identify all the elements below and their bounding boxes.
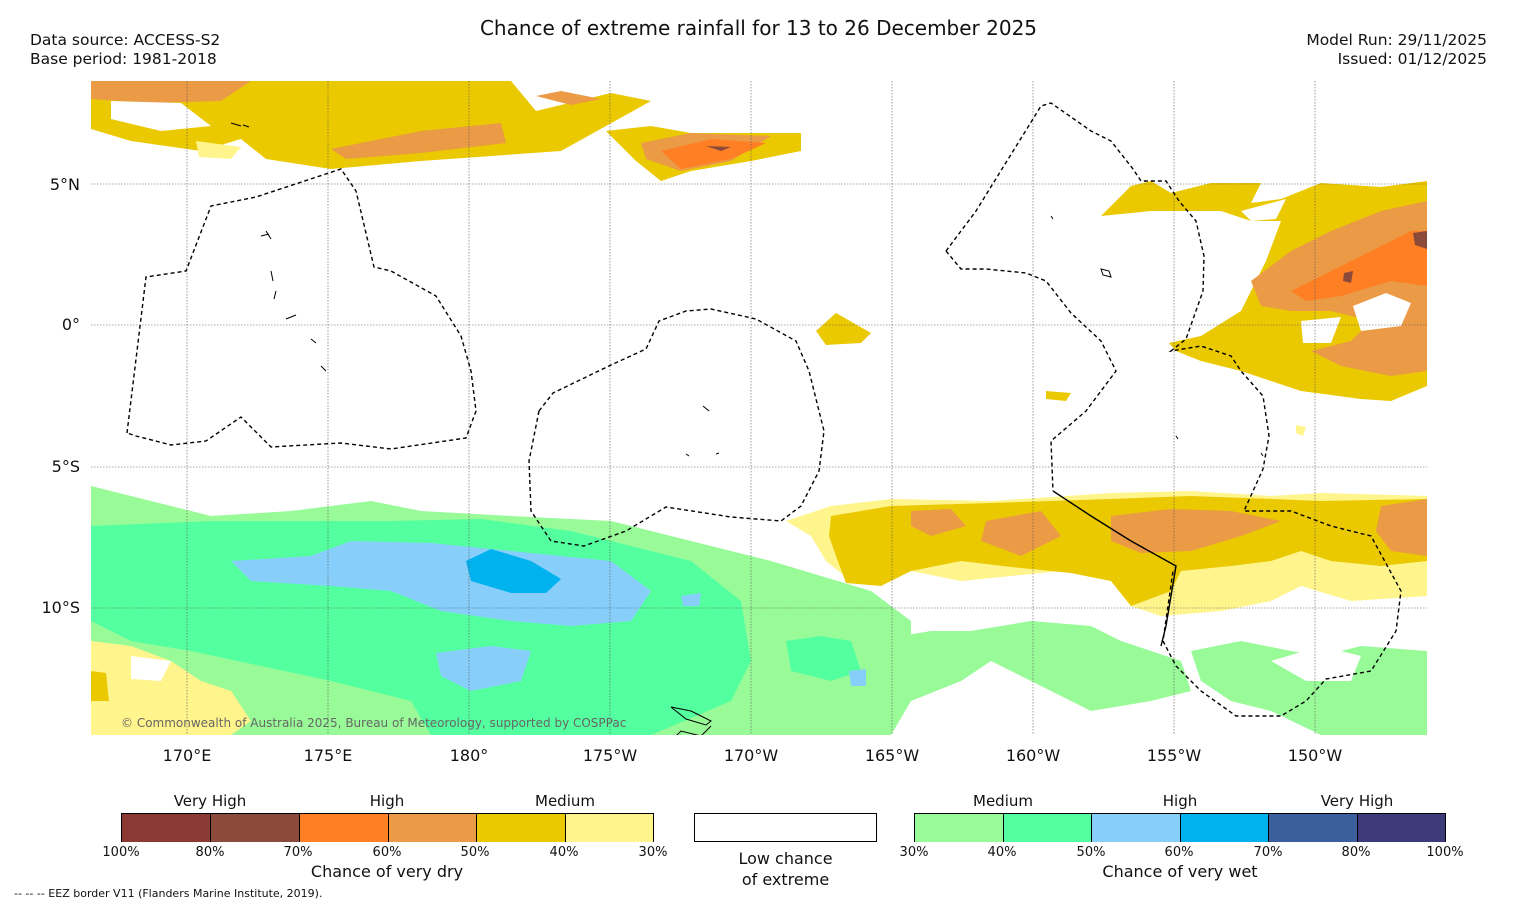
eez-footnote: -- -- -- EEZ border V11 (Flanders Marine… bbox=[14, 887, 323, 900]
lon-label-170e: 170°E bbox=[162, 746, 212, 765]
dry-region-north-west bbox=[91, 81, 651, 169]
legend-wet-bar bbox=[914, 813, 1446, 842]
legend-wet-swatch bbox=[915, 814, 1004, 842]
legend-wet-tick: 70% bbox=[1253, 845, 1283, 860]
legend-dry-tick: 70% bbox=[283, 845, 313, 860]
boundary-solid bbox=[1052, 490, 1177, 647]
legend-wet-swatch bbox=[1269, 814, 1358, 842]
wet-region-south bbox=[91, 486, 1427, 735]
legend-dry-swatch bbox=[477, 814, 566, 842]
lon-label-175w: 175°W bbox=[582, 746, 638, 765]
legend-dry-swatch bbox=[211, 814, 300, 842]
legend-dry-high: High bbox=[369, 792, 405, 810]
data-info: Data source: ACCESS-S2 Base period: 1981… bbox=[30, 31, 220, 69]
legend-dry-swatch bbox=[389, 814, 477, 842]
legend-wet-high: High bbox=[1162, 792, 1198, 810]
legend-wet-medium: Medium bbox=[973, 792, 1033, 810]
legend-dry-tick: 40% bbox=[549, 845, 579, 860]
legend-low-swatch bbox=[694, 813, 877, 842]
dry-region-north-east bbox=[1101, 181, 1427, 401]
legend-dry-caption: Chance of very dry bbox=[310, 862, 464, 881]
eez-borders bbox=[126, 102, 1402, 717]
legend-dry-tick: 100% bbox=[102, 845, 140, 860]
dry-region-equator-small bbox=[816, 313, 1306, 436]
map-title: Chance of extreme rainfall for 13 to 26 … bbox=[479, 16, 1038, 40]
lat-label-0: 0° bbox=[61, 315, 80, 334]
lon-label-165w: 165°W bbox=[864, 746, 920, 765]
legend-wet-tick: 80% bbox=[1341, 845, 1371, 860]
legend-dry-bar bbox=[121, 813, 654, 842]
legend-dry-tick: 30% bbox=[638, 845, 668, 860]
legend-dry-swatch bbox=[300, 814, 389, 842]
legend-dry-swatch bbox=[122, 814, 211, 842]
run-info: Model Run: 29/11/2025 Issued: 01/12/2025 bbox=[1306, 31, 1487, 69]
legend-wet-tick: 60% bbox=[1164, 845, 1194, 860]
legend-wet-tick: 40% bbox=[987, 845, 1017, 860]
dry-region-south bbox=[786, 491, 1427, 616]
lon-label-150w: 150°W bbox=[1287, 746, 1343, 765]
legend-wet-very-high: Very High bbox=[1320, 792, 1394, 810]
legend-wet-caption: Chance of very wet bbox=[1102, 862, 1258, 881]
legend-dry-swatch bbox=[566, 814, 653, 842]
legend-dry-tick: 80% bbox=[195, 845, 225, 860]
lon-label-180: 180° bbox=[449, 746, 489, 765]
lon-label-160w: 160°W bbox=[1005, 746, 1061, 765]
lon-label-155w: 155°W bbox=[1146, 746, 1202, 765]
legend-low-caption: Low chance of extreme bbox=[694, 848, 877, 890]
data-source: Data source: ACCESS-S2 bbox=[30, 31, 221, 49]
legend-wet-swatch bbox=[1004, 814, 1092, 842]
dry-region-north-central bbox=[606, 126, 801, 181]
base-period: Base period: 1981-2018 bbox=[30, 50, 217, 68]
copyright-text: © Commonwealth of Australia 2025, Bureau… bbox=[121, 716, 626, 730]
legend-wet-swatch bbox=[1181, 814, 1269, 842]
legend-dry-very-high: Very High bbox=[173, 792, 247, 810]
legend-dry-tick: 60% bbox=[372, 845, 402, 860]
legend-wet-tick: 30% bbox=[899, 845, 929, 860]
legend-dry-medium: Medium bbox=[535, 792, 595, 810]
legend-wet-swatch bbox=[1358, 814, 1445, 842]
legend-low-line1: Low chance bbox=[738, 849, 833, 868]
legend-dry-tick: 50% bbox=[460, 845, 490, 860]
model-run: Model Run: 29/11/2025 bbox=[1306, 31, 1487, 49]
islands bbox=[230, 122, 1264, 735]
legend-wet-swatch bbox=[1092, 814, 1181, 842]
legend-wet-tick: 100% bbox=[1426, 845, 1464, 860]
lat-label-10s: 10°S bbox=[41, 598, 80, 617]
legend-low-line2: of extreme bbox=[741, 870, 830, 889]
issued-date: Issued: 01/12/2025 bbox=[1337, 50, 1487, 68]
lon-label-170w: 170°W bbox=[723, 746, 779, 765]
lat-label-5s: 5°S bbox=[51, 457, 80, 476]
graticule bbox=[91, 81, 1427, 735]
lat-label-5n: 5°N bbox=[49, 175, 80, 194]
lon-label-175e: 175°E bbox=[303, 746, 353, 765]
legend-wet-tick: 50% bbox=[1076, 845, 1106, 860]
rainfall-map: © Commonwealth of Australia 2025, Bureau… bbox=[91, 81, 1427, 735]
